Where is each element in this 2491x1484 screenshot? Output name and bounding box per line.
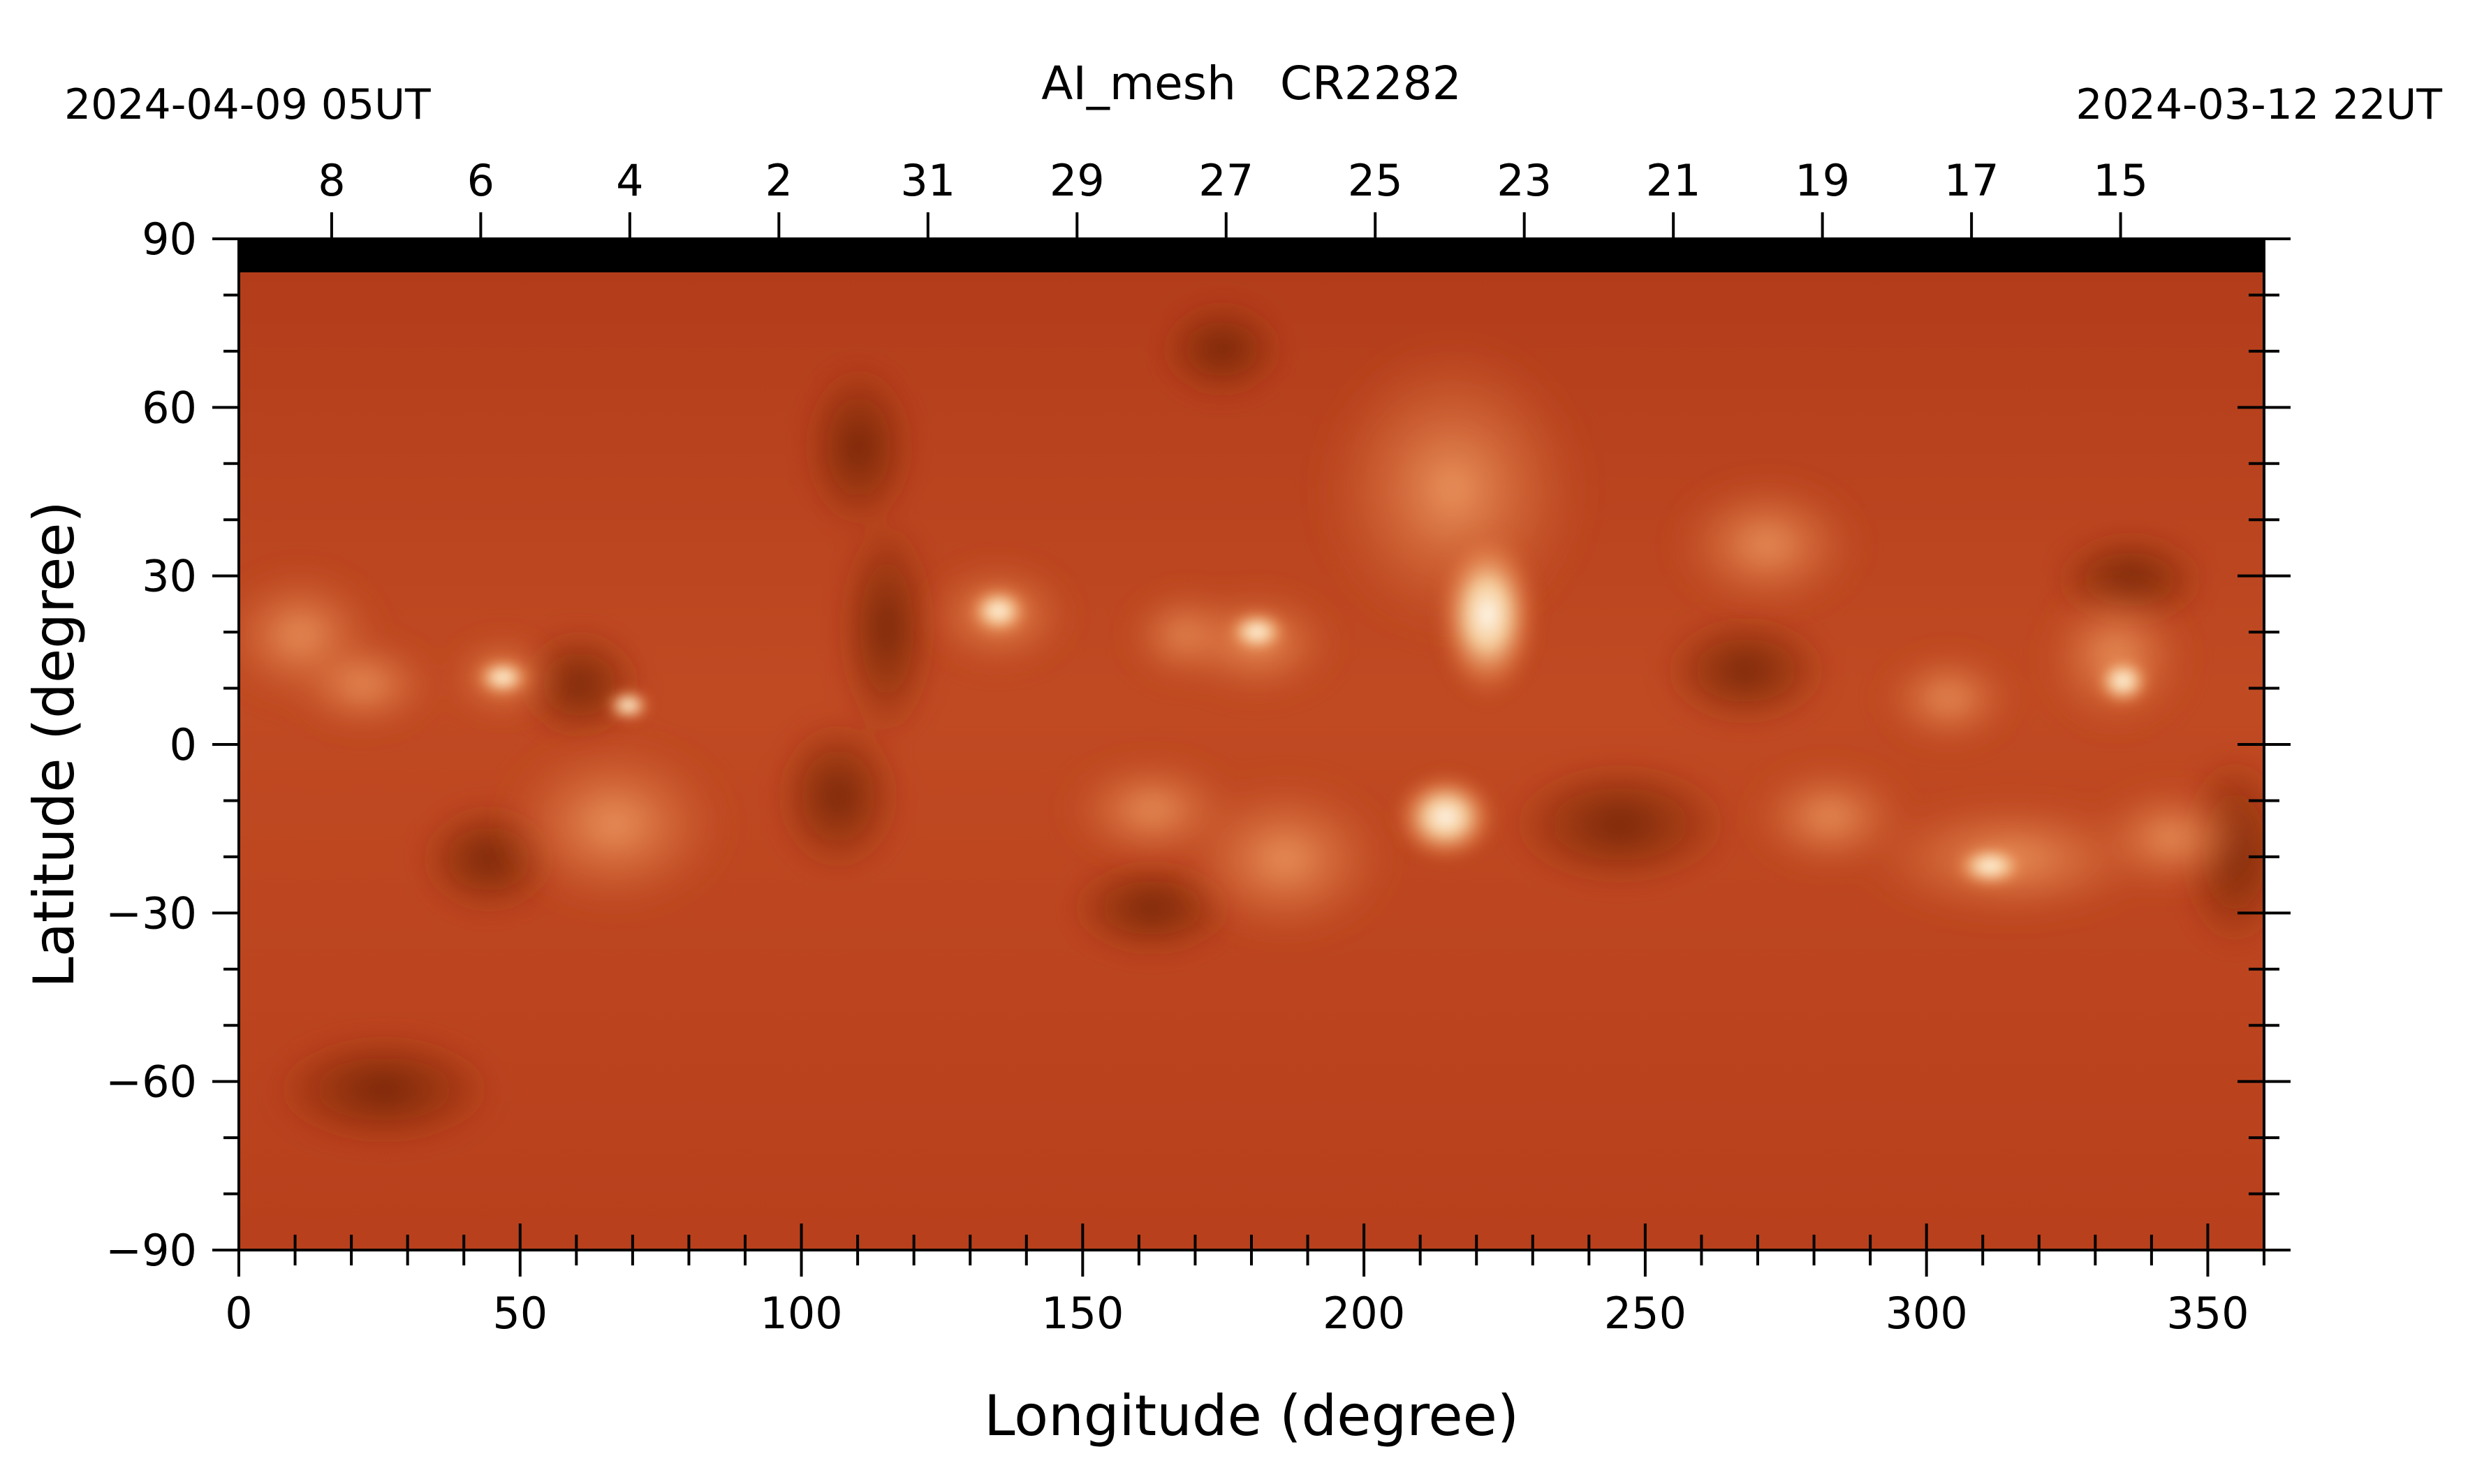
y-tick-label: 90 [142,214,197,265]
y-tick-label: 30 [142,551,197,602]
top-date-label: 31 [900,155,955,206]
top-date-label: 19 [1795,155,1850,206]
x-tick-label: 200 [1323,1288,1405,1339]
y-axis: 90 60 30 0 −30 −60 −90 [105,214,2291,1276]
top-date-label: 25 [1348,155,1403,206]
active-regions [239,335,2256,943]
top-date-label: 15 [2093,155,2148,206]
top-date-label: 8 [318,155,345,206]
date-right: 2024-03-12 22UT [2075,80,2442,129]
top-date-label: 29 [1050,155,1105,206]
x-axis: 0 50 100 150 200 250 300 350 [225,1224,2265,1339]
x-tick-label: 350 [2166,1288,2249,1339]
x-axis-label: Longitude (degree) [984,1383,1519,1448]
x-tick-label: 250 [1604,1288,1687,1339]
date-left: 2024-04-09 05UT [64,80,431,129]
y-tick-label: 0 [170,719,197,770]
y-tick-label: −90 [105,1225,197,1276]
top-date-label: 23 [1497,155,1552,206]
top-date-label: 27 [1198,155,1254,206]
y-tick-label: −30 [105,888,197,939]
top-date-label: 17 [1944,155,1999,206]
top-date-label: 2 [765,155,793,206]
north-polar-mask [239,239,2264,272]
y-axis-label: Latitude (degree) [22,501,87,987]
plot-title: AI_mesh CR2282 [1041,57,1462,110]
x-tick-label: 50 [492,1288,548,1339]
x-tick-label: 150 [1041,1288,1124,1339]
top-date-label: 21 [1646,155,1701,206]
y-tick-label: −60 [105,1057,197,1108]
y-tick-label: 60 [142,382,197,433]
top-date-axis: 8 6 4 2 31 29 27 25 23 21 19 17 15 [318,155,2148,265]
x-tick-label: 100 [760,1288,842,1339]
bright-cores [471,524,2154,890]
top-date-label: 4 [616,155,643,206]
top-date-label: 6 [467,155,494,206]
x-tick-label: 0 [225,1288,252,1339]
x-tick-label: 300 [1885,1288,1967,1339]
euv-synoptic-map-image [239,239,2264,1250]
